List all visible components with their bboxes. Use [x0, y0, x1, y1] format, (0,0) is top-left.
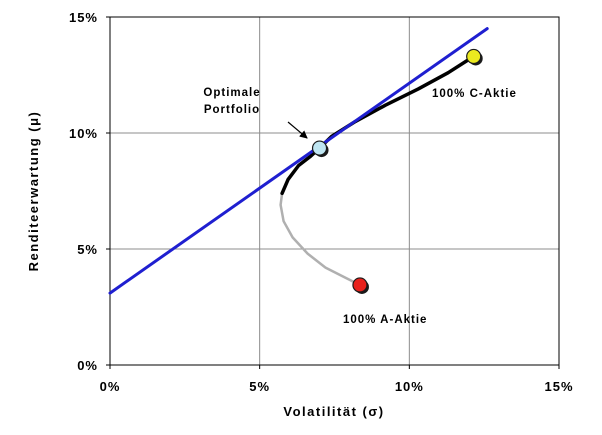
gridlines [110, 17, 559, 365]
y-tick-label-0: 0% [77, 358, 98, 373]
capital-market-line-line [108, 27, 489, 295]
a-aktie-label: 100% A-Aktie [343, 314, 427, 326]
inefficient-frontier-line [279, 192, 362, 287]
plot-area-frame [109, 16, 560, 366]
x-axis-label: Volatilität (σ) [283, 404, 384, 419]
y-tick-label-1: 5% [77, 242, 98, 257]
point-markers [311, 48, 483, 294]
x-tick-label-0: 0% [100, 379, 121, 394]
x-tick-label-3: 15% [544, 379, 573, 394]
x-tick-label-1: 5% [249, 379, 270, 394]
tick-labels: 0% 5% 10% 15% 0% 5% 10% 15% [69, 10, 573, 394]
optimal-portfolio-label-line2: Portfolio [204, 104, 260, 116]
c-aktie-label: 100% C-Aktie [432, 88, 517, 100]
y-tick-label-2: 10% [69, 126, 98, 141]
point-marker-0 [352, 277, 368, 293]
point-marker-1 [311, 140, 328, 156]
y-axis-label: Renditeerwartung (μ) [26, 111, 41, 272]
point-marker-2 [466, 48, 482, 65]
efficient-frontier-line [280, 54, 476, 196]
annotations: Optimale Portfolio 100% C-Aktie 100% A-A… [203, 87, 517, 326]
series-group [108, 27, 489, 295]
x-tick-label-2: 10% [395, 379, 424, 394]
y-tick-label-3: 15% [69, 10, 98, 25]
optimal-portfolio-arrow [287, 121, 308, 139]
optimal-portfolio-label-line1: Optimale [203, 87, 260, 99]
